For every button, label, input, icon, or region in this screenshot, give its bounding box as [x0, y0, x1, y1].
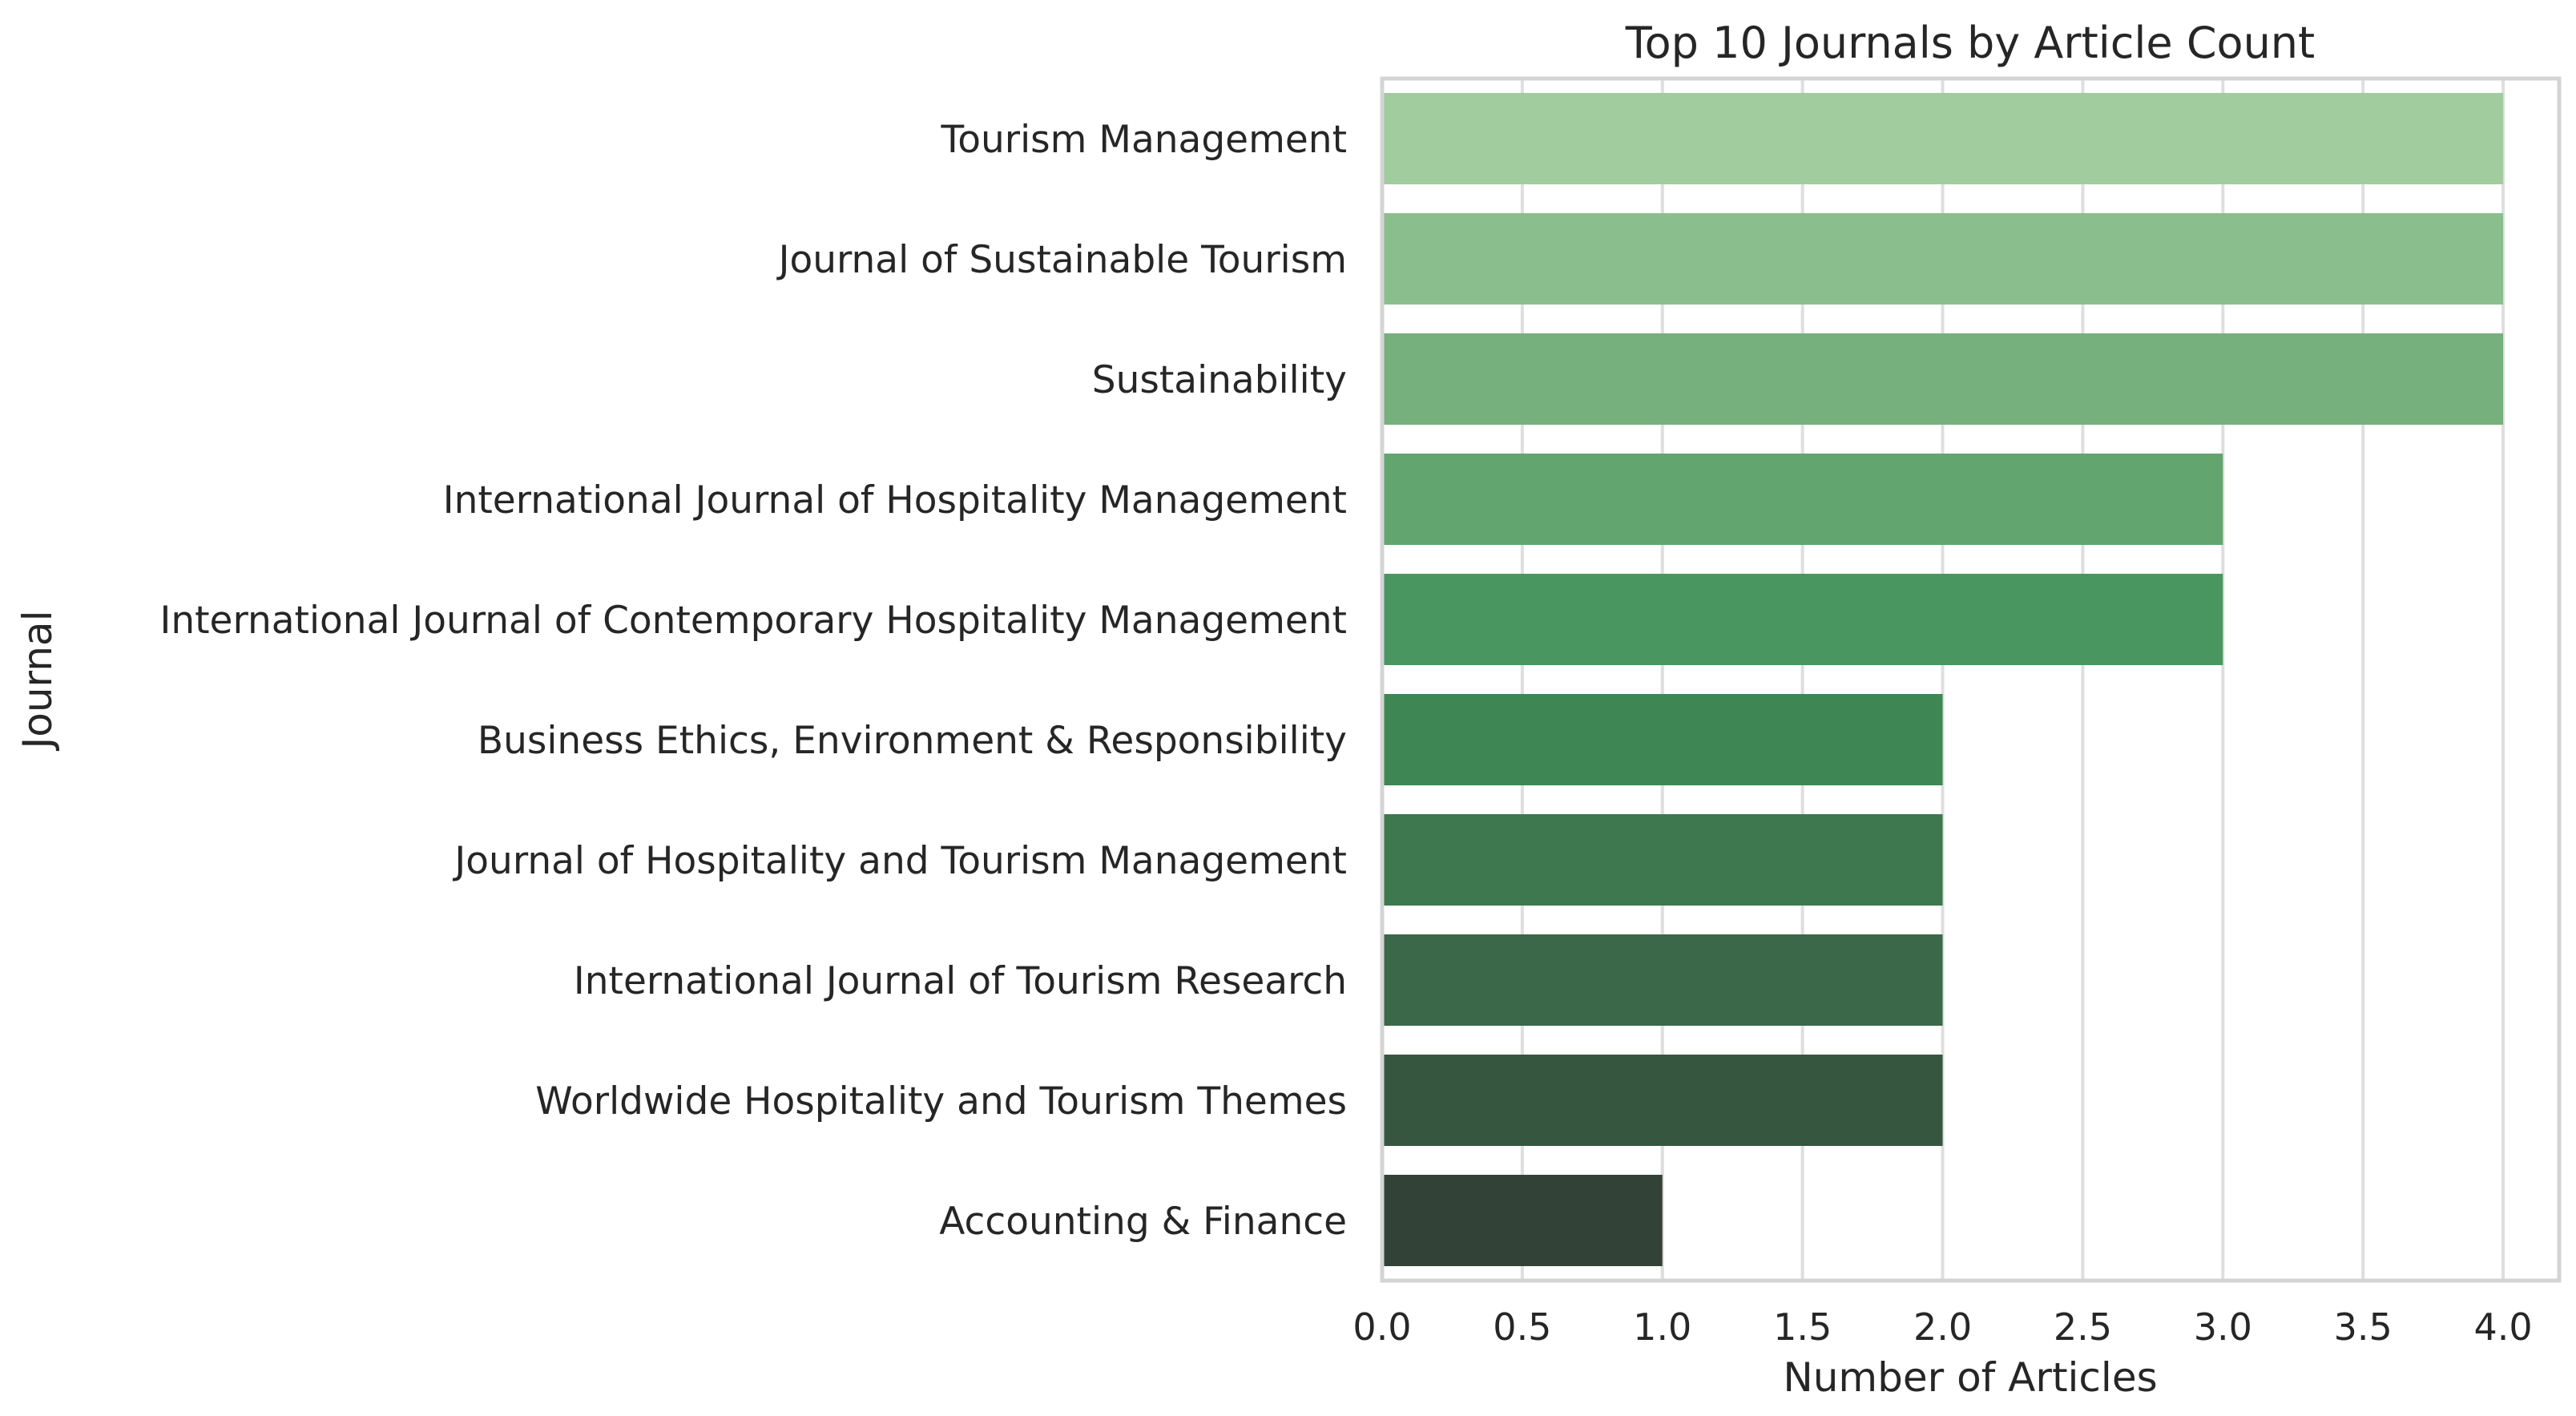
category-label: Sustainability — [1092, 358, 1347, 402]
category-label: Tourism Management — [941, 118, 1347, 162]
x-tick-label: 3.0 — [2194, 1305, 2252, 1349]
bars — [1382, 93, 2504, 1266]
x-tick-labels: 0.0 0.5 1.0 1.5 2.0 2.5 3.0 3.5 4.0 — [1353, 1305, 2532, 1349]
x-axis-label: Number of Articles — [1783, 1354, 2157, 1401]
category-label: Journal of Sustainable Tourism — [776, 238, 1347, 282]
category-label: International Journal of Tourism Researc… — [574, 959, 1347, 1003]
chart-title: Top 10 Journals by Article Count — [1625, 18, 2315, 68]
x-tick-label: 1.0 — [1633, 1305, 1691, 1349]
y-axis-label: Journal — [14, 611, 61, 752]
bar — [1382, 1175, 1663, 1266]
bar — [1382, 1055, 1943, 1146]
plot-frame — [1380, 76, 2562, 1283]
x-tick-label: 4.0 — [2473, 1305, 2532, 1349]
bar — [1382, 694, 1943, 785]
bar — [1382, 934, 1943, 1026]
bar — [1382, 454, 2223, 545]
category-label: International Journal of Hospitality Man… — [443, 478, 1347, 522]
category-label: Business Ethics, Environment & Responsib… — [478, 719, 1347, 763]
category-label: Accounting & Finance — [939, 1200, 1347, 1244]
category-label: International Journal of Contemporary Ho… — [159, 599, 1347, 643]
bar — [1382, 93, 2504, 184]
bar — [1382, 574, 2223, 665]
x-tick-label: 3.5 — [2334, 1305, 2393, 1349]
x-tick-label: 0.0 — [1353, 1305, 1411, 1349]
x-tick-label: 0.5 — [1493, 1305, 1551, 1349]
bar — [1382, 213, 2504, 305]
bar — [1382, 333, 2504, 425]
x-tick-label: 1.5 — [1773, 1305, 1832, 1349]
category-labels: Tourism Management Journal of Sustainable… — [159, 118, 1347, 1244]
x-tick-label: 2.5 — [2054, 1305, 2112, 1349]
bar — [1382, 814, 1943, 906]
category-label: Journal of Hospitality and Tourism Manag… — [452, 839, 1347, 883]
x-tick-label: 2.0 — [1913, 1305, 1972, 1349]
category-label: Worldwide Hospitality and Tourism Themes — [535, 1079, 1347, 1124]
